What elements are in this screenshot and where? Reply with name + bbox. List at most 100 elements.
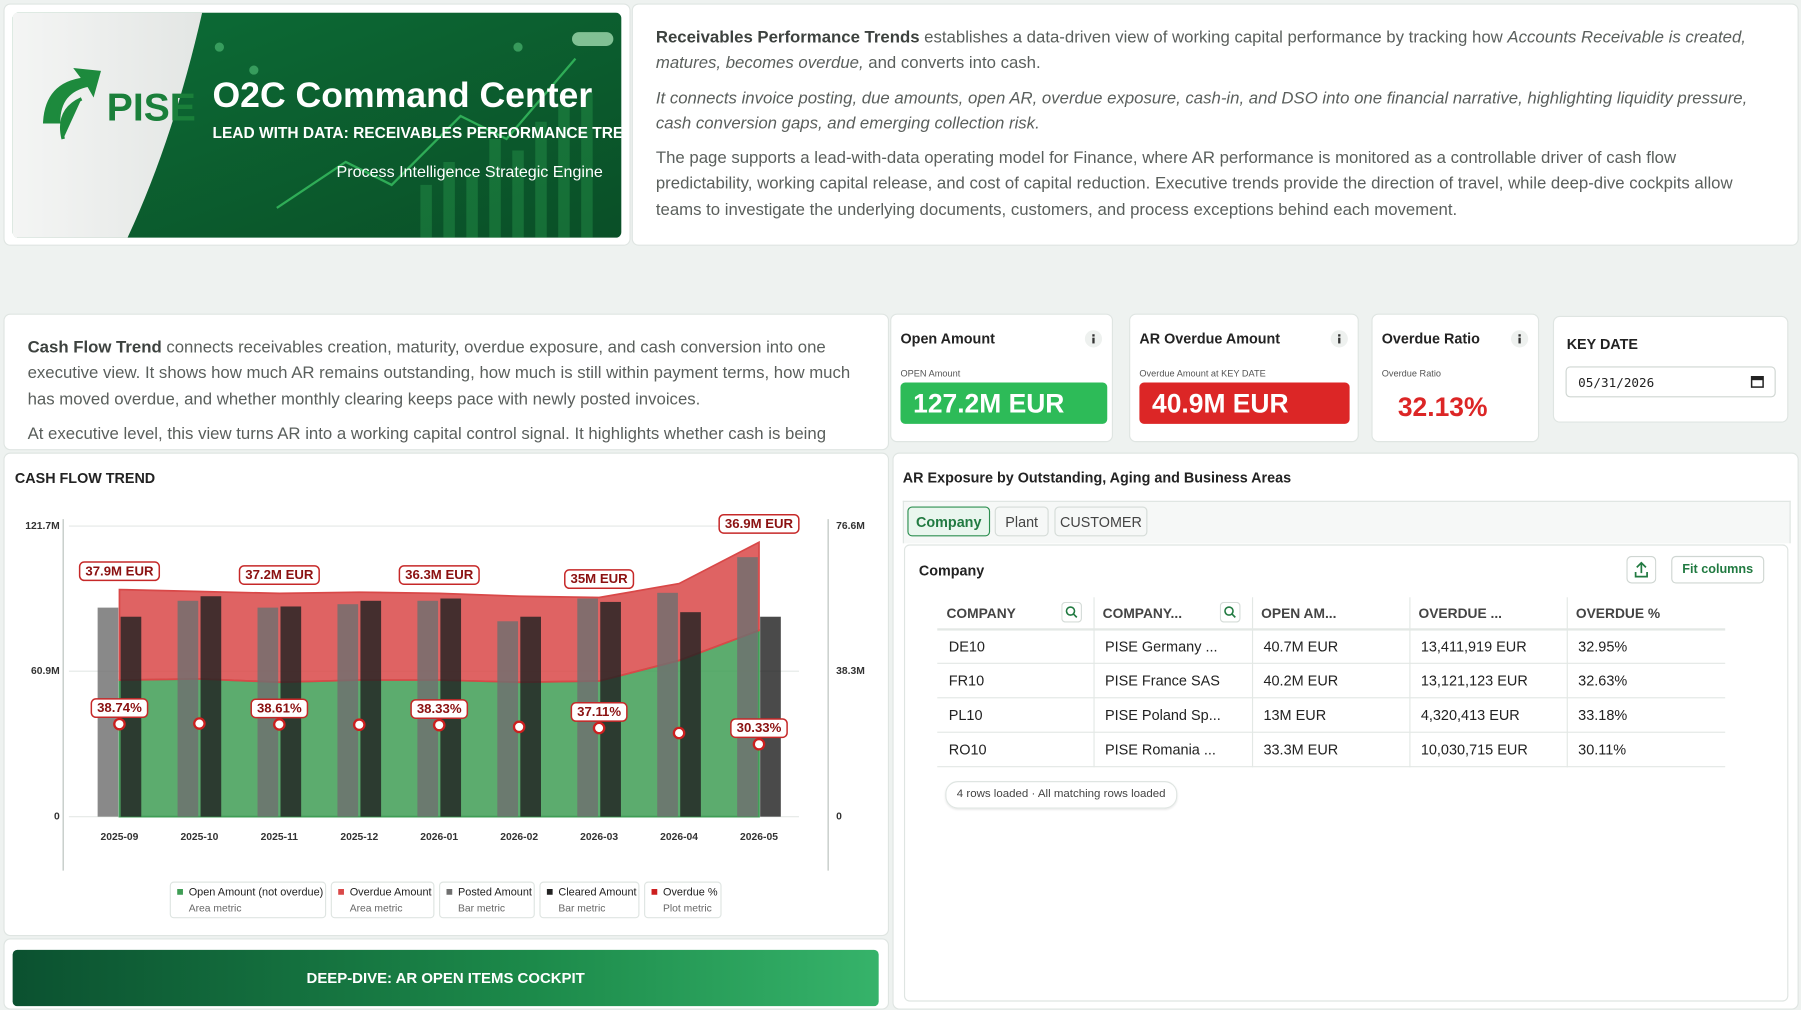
deep-dive-card: DEEP-DIVE: AR OPEN ITEMS COCKPIT <box>3 938 890 1010</box>
kpi-card: Overdue Ratio Overdue Ratio 32.13% <box>1371 313 1540 443</box>
rows-status: 4 rows loaded · All matching rows loaded <box>945 781 1178 809</box>
table-cell: 30.11% <box>1578 741 1627 759</box>
y2-tick-label: 38.3M <box>836 666 865 677</box>
table-cell: RO10 <box>948 741 987 759</box>
info-icon[interactable] <box>1330 330 1348 348</box>
text-segment: Receivables Performance Trends <box>655 28 920 48</box>
data-label-box <box>78 561 161 582</box>
legend-label: Overdue % <box>663 886 718 898</box>
column-search[interactable] <box>1219 601 1241 623</box>
legend-item[interactable] <box>169 881 327 919</box>
column-header[interactable]: OVERDUE ... <box>1418 605 1503 622</box>
data-label: 30.33% <box>737 720 782 735</box>
text-segment: Accounts Receivable is created, matures,… <box>655 28 1746 73</box>
column-header[interactable]: COMPANY <box>946 605 1016 622</box>
row-divider <box>937 731 1726 733</box>
date-value: 05/31/2026 <box>1578 375 1655 391</box>
export-button[interactable] <box>1626 555 1657 584</box>
banner-tagline: Process Intelligence Strategic Engine <box>337 163 603 181</box>
point <box>273 718 286 731</box>
x-tick-label: 2026-03 <box>580 832 618 843</box>
kpi-card: AR Overdue Amount Overdue Amount at KEY D… <box>1129 313 1359 443</box>
banner-subtitle: LEAD WITH DATA: RECEIVABLES PERFORMANCE … <box>212 125 621 142</box>
table-cell: 32.63% <box>1578 673 1628 690</box>
data-label: 37.9M EUR <box>85 563 154 578</box>
bar <box>360 600 382 817</box>
paragraph: The page supports a lead-with-data opera… <box>656 146 1775 223</box>
info-icon[interactable] <box>1084 330 1103 348</box>
bar <box>680 612 701 817</box>
table-cell: DE10 <box>948 638 985 655</box>
data-label-box <box>238 565 320 585</box>
legend-label: Open Amount (not overdue) <box>189 886 324 898</box>
data-label: 38.33% <box>417 701 462 716</box>
data-label: 37.2M EUR <box>245 567 314 582</box>
paragraph: Receivables Performance Trends establish… <box>656 25 1775 76</box>
kpi-title: Open Amount <box>900 330 995 347</box>
fit-columns-button[interactable]: Fit columns <box>1671 555 1765 584</box>
tab[interactable]: Plant <box>994 506 1049 537</box>
data-label-box <box>730 718 788 739</box>
column-header[interactable]: COMPANY... <box>1102 605 1183 622</box>
table-cell: 40.2M EUR <box>1263 673 1339 690</box>
data-label: 38.61% <box>257 700 302 715</box>
point <box>193 717 206 730</box>
text-segment: At executive level, this view turns AR i… <box>27 424 827 444</box>
column-search[interactable] <box>1061 601 1082 623</box>
column-divider <box>1566 597 1568 768</box>
x-tick-label: 2026-02 <box>500 832 538 843</box>
y2-tick-label: 76.6M <box>836 521 865 532</box>
kpi-caption: Overdue Ratio <box>1381 368 1442 380</box>
date-input[interactable]: 05/31/2026 <box>1565 366 1776 398</box>
calendar-icon[interactable] <box>1750 374 1764 388</box>
tab[interactable]: Company <box>907 506 991 537</box>
data-label-box <box>250 698 309 719</box>
deep-dive-button[interactable]: DEEP-DIVE: AR OPEN ITEMS COCKPIT <box>12 949 879 1007</box>
banner: PISE O2C Command Center LEAD WITH DATA: … <box>12 12 622 238</box>
column-divider <box>1251 597 1254 768</box>
y-tick-label: 0 <box>54 811 60 822</box>
table-cell: 40.7M EUR <box>1263 638 1339 655</box>
info-icon[interactable] <box>1510 330 1529 348</box>
legend-label: Cleared Amount <box>558 886 636 898</box>
legend-item[interactable] <box>439 881 535 919</box>
text-segment: It connects invoice posting, due amounts… <box>655 89 1748 134</box>
x-tick-label: 2025-09 <box>101 832 139 843</box>
table-cell: 33.18% <box>1578 707 1628 724</box>
kpi-caption: Overdue Amount at KEY DATE <box>1139 368 1266 380</box>
data-label-box <box>398 565 480 585</box>
data-label-box <box>564 569 635 590</box>
table-cell: 32.95% <box>1578 638 1628 655</box>
column-header[interactable]: OVERDUE % <box>1575 605 1661 622</box>
data-label: 37.11% <box>577 704 621 719</box>
table-cell: PL10 <box>948 707 983 724</box>
text-segment: establishes a data-driven view of workin… <box>919 28 1508 48</box>
legend-item[interactable] <box>330 881 435 919</box>
legend-item[interactable] <box>539 881 640 919</box>
legend-item[interactable] <box>644 881 722 919</box>
bar <box>520 616 541 817</box>
logo: PISE <box>107 87 196 130</box>
bar <box>200 596 222 817</box>
exposure-title: AR Exposure by Outstanding, Aging and Bu… <box>902 469 1292 486</box>
paragraph: At executive level, this view turns AR i… <box>28 421 865 447</box>
column-header[interactable]: OPEN AM... <box>1261 605 1337 622</box>
y2-tick-label: 0 <box>836 811 842 822</box>
legend-kind: Bar metric <box>558 903 605 914</box>
point <box>672 726 686 740</box>
text-segment: and converts into cash. <box>863 54 1041 73</box>
text-segment: connects receivables creation, maturity,… <box>27 338 851 409</box>
table-panel <box>903 544 1789 1002</box>
kpi-value: 127.2M EUR <box>900 382 1108 424</box>
table-cell: PISE Germany ... <box>1104 638 1218 655</box>
legend-swatch <box>651 889 658 895</box>
table-cell: PISE Poland Sp... <box>1104 707 1221 724</box>
tab[interactable]: CUSTOMER <box>1054 506 1148 537</box>
x-tick-label: 2026-01 <box>420 832 458 843</box>
table-cell: 10,030,715 EUR <box>1420 741 1528 759</box>
intro-text: Receivables Performance Trends establish… <box>656 25 1775 223</box>
cash-flow-text: Cash Flow Trend connects receivables cre… <box>28 335 865 447</box>
area <box>118 540 760 684</box>
data-label-box <box>410 699 469 719</box>
